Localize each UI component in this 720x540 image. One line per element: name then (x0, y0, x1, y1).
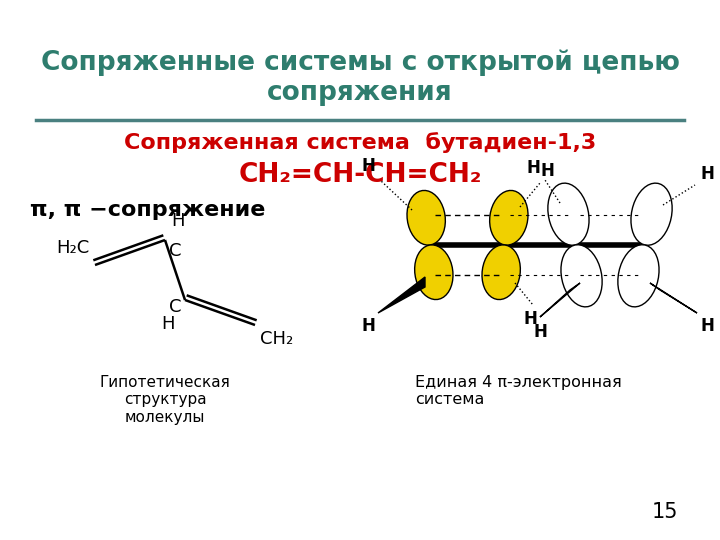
Text: H: H (526, 159, 540, 177)
Polygon shape (650, 283, 697, 313)
Text: CH₂=CH-CH=CH₂: CH₂=CH-CH=CH₂ (238, 162, 482, 188)
Text: H₂C: H₂C (57, 239, 90, 257)
Polygon shape (378, 277, 425, 313)
Text: H: H (700, 317, 714, 335)
Text: C: C (168, 298, 181, 316)
Polygon shape (482, 245, 521, 300)
Text: H: H (361, 157, 375, 175)
Text: H: H (533, 323, 547, 341)
Text: H: H (161, 315, 175, 333)
Text: Гипотетическая
структура
молекулы: Гипотетическая структура молекулы (99, 375, 230, 425)
Text: Сопряженная система  бутадиен-1,3: Сопряженная система бутадиен-1,3 (124, 132, 596, 153)
Text: 15: 15 (652, 502, 678, 522)
Polygon shape (618, 245, 659, 307)
Text: H: H (361, 317, 375, 335)
Text: H: H (541, 162, 555, 180)
Polygon shape (561, 245, 602, 307)
Text: H: H (523, 310, 537, 328)
Polygon shape (548, 183, 589, 245)
Polygon shape (631, 183, 672, 245)
Polygon shape (540, 283, 580, 317)
Text: π, π −сопряжение: π, π −сопряжение (30, 200, 266, 220)
Polygon shape (407, 191, 446, 245)
Text: Сопряженные системы с открытой цепью
сопряжения: Сопряженные системы с открытой цепью соп… (40, 50, 680, 106)
Text: H: H (171, 212, 184, 230)
Text: CH₂: CH₂ (260, 330, 293, 348)
Polygon shape (415, 245, 453, 300)
Text: H: H (700, 165, 714, 183)
Text: C: C (169, 242, 181, 260)
Polygon shape (490, 191, 528, 245)
Text: Единая 4 π-электронная
система: Единая 4 π-электронная система (415, 375, 622, 407)
